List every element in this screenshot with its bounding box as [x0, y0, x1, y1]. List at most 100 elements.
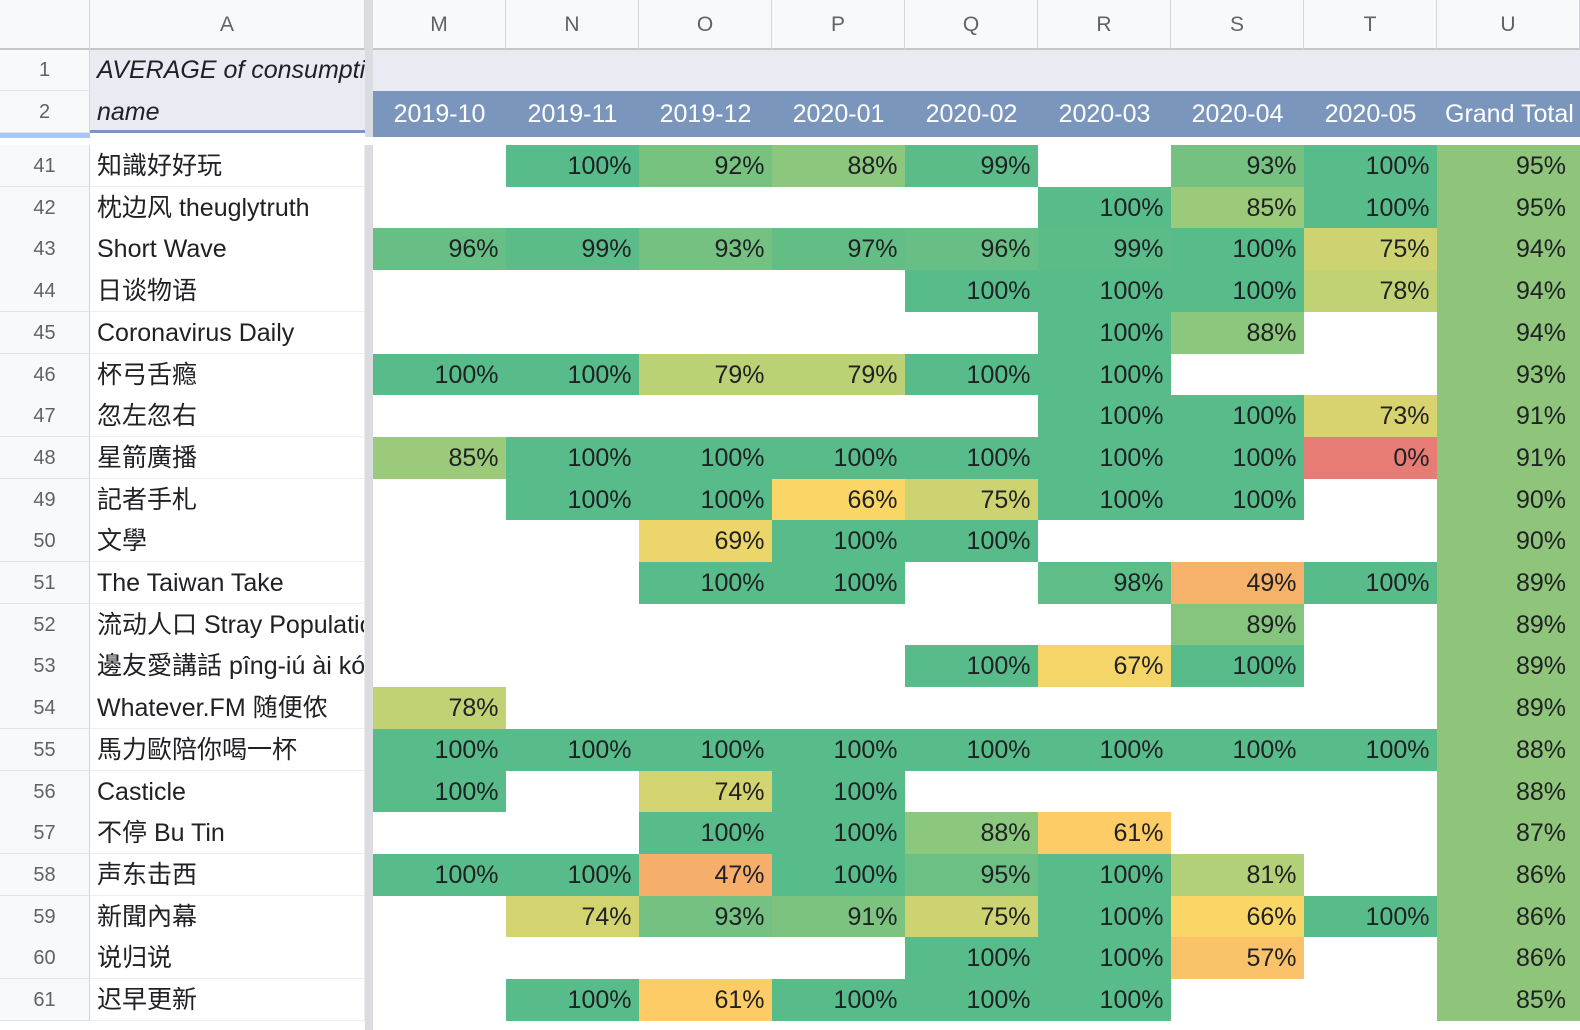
value-cell[interactable]	[772, 395, 906, 438]
row-header-45[interactable]: 45	[0, 311, 90, 354]
row-header-43[interactable]: 43	[0, 228, 90, 271]
value-cell[interactable]: 100%	[1038, 728, 1172, 771]
value-cell[interactable]	[506, 311, 640, 354]
value-cell[interactable]: 100%	[905, 353, 1039, 396]
value-cell[interactable]	[373, 979, 507, 1022]
value-cell[interactable]: 100%	[506, 478, 640, 521]
value-cell[interactable]: 100%	[639, 436, 773, 480]
column-header-t[interactable]: T	[1304, 0, 1437, 50]
grand-total-cell[interactable]: 88%	[1437, 770, 1580, 813]
value-cell[interactable]	[1038, 687, 1172, 730]
podcast-name[interactable]: 新聞內幕	[90, 895, 365, 938]
column-header-o[interactable]: O	[639, 0, 772, 50]
value-cell[interactable]: 100%	[905, 645, 1039, 688]
value-cell[interactable]: 100%	[1038, 979, 1172, 1022]
frozen-column-divider[interactable]	[365, 0, 373, 1030]
value-cell[interactable]: 100%	[639, 562, 773, 605]
podcast-name[interactable]: 枕边风 theuglytruth	[90, 186, 365, 229]
value-cell[interactable]	[506, 186, 640, 229]
podcast-name[interactable]: 知識好好玩	[90, 145, 365, 188]
value-cell[interactable]	[1038, 145, 1172, 188]
row-header-50[interactable]: 50	[0, 520, 90, 563]
row-header-55[interactable]: 55	[0, 728, 90, 771]
value-cell[interactable]: 100%	[1304, 145, 1438, 188]
pivot-title[interactable]: AVERAGE of consumption	[90, 50, 365, 91]
value-cell[interactable]: 69%	[639, 520, 773, 563]
value-cell[interactable]: 100%	[1304, 895, 1438, 938]
value-cell[interactable]	[905, 562, 1039, 605]
value-cell[interactable]: 100%	[506, 353, 640, 396]
value-cell[interactable]: 100%	[639, 728, 773, 771]
value-cell[interactable]	[1171, 979, 1305, 1022]
value-cell[interactable]: 100%	[772, 728, 906, 771]
column-header-r[interactable]: R	[1038, 0, 1171, 50]
value-cell[interactable]: 100%	[1171, 395, 1305, 438]
value-cell[interactable]: 100%	[373, 853, 507, 897]
value-cell[interactable]	[639, 645, 773, 688]
column-header-a[interactable]: A	[90, 0, 365, 50]
period-header-2019-12[interactable]: 2019-12	[639, 91, 772, 137]
podcast-name[interactable]: 日谈物语	[90, 270, 365, 313]
grand-total-cell[interactable]: 95%	[1437, 145, 1580, 188]
value-cell[interactable]	[639, 186, 773, 229]
value-cell[interactable]: 75%	[1304, 228, 1438, 271]
pivot-row-label[interactable]: name	[90, 91, 365, 133]
grand-total-cell[interactable]: 89%	[1437, 645, 1580, 688]
row-header-41[interactable]: 41	[0, 145, 90, 188]
value-cell[interactable]: 98%	[1038, 562, 1172, 605]
value-cell[interactable]: 100%	[506, 979, 640, 1022]
value-cell[interactable]: 99%	[506, 228, 640, 271]
value-cell[interactable]: 100%	[506, 436, 640, 480]
value-cell[interactable]: 100%	[373, 353, 507, 396]
value-cell[interactable]	[1038, 603, 1172, 646]
value-cell[interactable]: 49%	[1171, 562, 1305, 605]
value-cell[interactable]: 78%	[373, 687, 507, 730]
row-header-46[interactable]: 46	[0, 353, 90, 396]
podcast-name[interactable]: 杯弓舌瘾	[90, 353, 365, 396]
podcast-name[interactable]: The Taiwan Take	[90, 562, 365, 605]
value-cell[interactable]	[639, 395, 773, 438]
value-cell[interactable]	[1171, 687, 1305, 730]
value-cell[interactable]: 93%	[1171, 145, 1305, 188]
value-cell[interactable]: 66%	[772, 478, 906, 521]
grand-total-cell[interactable]: 94%	[1437, 311, 1580, 354]
value-cell[interactable]	[905, 186, 1039, 229]
value-cell[interactable]	[373, 395, 507, 438]
value-cell[interactable]: 88%	[1171, 311, 1305, 354]
value-cell[interactable]: 100%	[1304, 728, 1438, 771]
value-cell[interactable]: 93%	[639, 228, 773, 271]
value-cell[interactable]: 73%	[1304, 395, 1438, 438]
row-header-44[interactable]: 44	[0, 270, 90, 313]
value-cell[interactable]	[772, 603, 906, 646]
value-cell[interactable]: 47%	[639, 853, 773, 897]
value-cell[interactable]	[1171, 812, 1305, 855]
value-cell[interactable]: 100%	[905, 937, 1039, 980]
value-cell[interactable]	[1304, 520, 1438, 563]
value-cell[interactable]: 100%	[1038, 436, 1172, 480]
value-cell[interactable]	[506, 270, 640, 313]
grand-total-cell[interactable]: 86%	[1437, 853, 1580, 897]
value-cell[interactable]	[772, 311, 906, 354]
value-cell[interactable]	[1304, 603, 1438, 646]
value-cell[interactable]	[373, 562, 507, 605]
value-cell[interactable]	[639, 937, 773, 980]
value-cell[interactable]	[373, 270, 507, 313]
value-cell[interactable]: 74%	[639, 770, 773, 813]
value-cell[interactable]: 85%	[373, 436, 507, 480]
value-cell[interactable]: 81%	[1171, 853, 1305, 897]
grand-total-header[interactable]: Grand Total	[1437, 91, 1580, 137]
grand-total-cell[interactable]: 95%	[1437, 186, 1580, 229]
podcast-name[interactable]: Whatever.FM 随便侬	[90, 687, 365, 730]
value-cell[interactable]	[1304, 353, 1438, 396]
value-cell[interactable]: 100%	[639, 478, 773, 521]
row-header-53[interactable]: 53	[0, 645, 90, 688]
row-header-48[interactable]: 48	[0, 436, 90, 480]
value-cell[interactable]: 66%	[1171, 895, 1305, 938]
row-header-58[interactable]: 58	[0, 853, 90, 897]
value-cell[interactable]: 100%	[1304, 186, 1438, 229]
grand-total-cell[interactable]: 86%	[1437, 937, 1580, 980]
value-cell[interactable]	[373, 186, 507, 229]
row-header-59[interactable]: 59	[0, 895, 90, 938]
value-cell[interactable]: 79%	[639, 353, 773, 396]
